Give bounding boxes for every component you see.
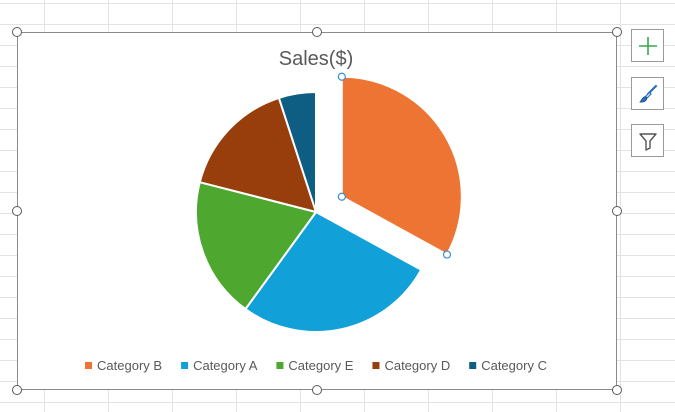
legend-swatch	[85, 362, 93, 369]
legend-label: Category D	[384, 358, 450, 373]
legend-item-category-a[interactable]: Category A	[181, 358, 258, 373]
legend-swatch	[372, 362, 380, 369]
resize-handle-top-left[interactable]	[12, 27, 22, 37]
chart-styles-brush-icon	[638, 84, 657, 103]
pie-slice-category-c[interactable]	[277, 90, 317, 213]
pie-slice-category-e[interactable]	[195, 180, 318, 311]
resize-handle-top-center[interactable]	[312, 27, 322, 37]
chart-legend[interactable]: Category B Category A Category E Category D…	[85, 358, 547, 373]
legend-item-category-d[interactable]: Category D	[372, 358, 450, 373]
resize-handle-bottom-center[interactable]	[312, 385, 322, 395]
legend-item-category-b[interactable]: Category B	[85, 358, 162, 373]
legend-label: Category E	[288, 358, 353, 373]
resize-handle-bottom-left[interactable]	[12, 385, 22, 395]
legend-swatch	[181, 362, 189, 369]
legend-label: Category B	[97, 358, 162, 373]
chart-elements-button[interactable]	[631, 29, 664, 62]
chart-filters-funnel-icon	[638, 132, 657, 151]
pie-slice-category-a[interactable]	[244, 210, 423, 333]
resize-handle-middle-left[interactable]	[12, 206, 22, 216]
resize-handle-bottom-right[interactable]	[612, 385, 622, 395]
chart-styles-button[interactable]	[631, 77, 664, 110]
legend-label: Category A	[193, 358, 258, 373]
resize-handle-middle-right[interactable]	[612, 206, 622, 216]
resize-handle-top-right[interactable]	[612, 27, 622, 37]
legend-swatch	[469, 362, 477, 369]
data-point-handle[interactable]	[337, 192, 346, 201]
data-point-handle[interactable]	[337, 72, 346, 81]
legend-item-category-e[interactable]: Category E	[276, 358, 354, 373]
chart-title[interactable]: Sales($)	[279, 48, 353, 70]
legend-item-category-c[interactable]: Category C	[469, 358, 547, 373]
legend-label: Category C	[481, 358, 547, 373]
selection-point-handles	[337, 72, 452, 259]
chart-elements-plus-icon	[638, 36, 657, 55]
chart-filters-button[interactable]	[631, 124, 664, 157]
pie-slice-category-d[interactable]	[198, 96, 318, 214]
pie-slices	[195, 75, 463, 333]
data-point-handle[interactable]	[442, 250, 452, 259]
legend-swatch	[276, 362, 284, 369]
pie-slice-category-b[interactable]	[340, 75, 463, 256]
